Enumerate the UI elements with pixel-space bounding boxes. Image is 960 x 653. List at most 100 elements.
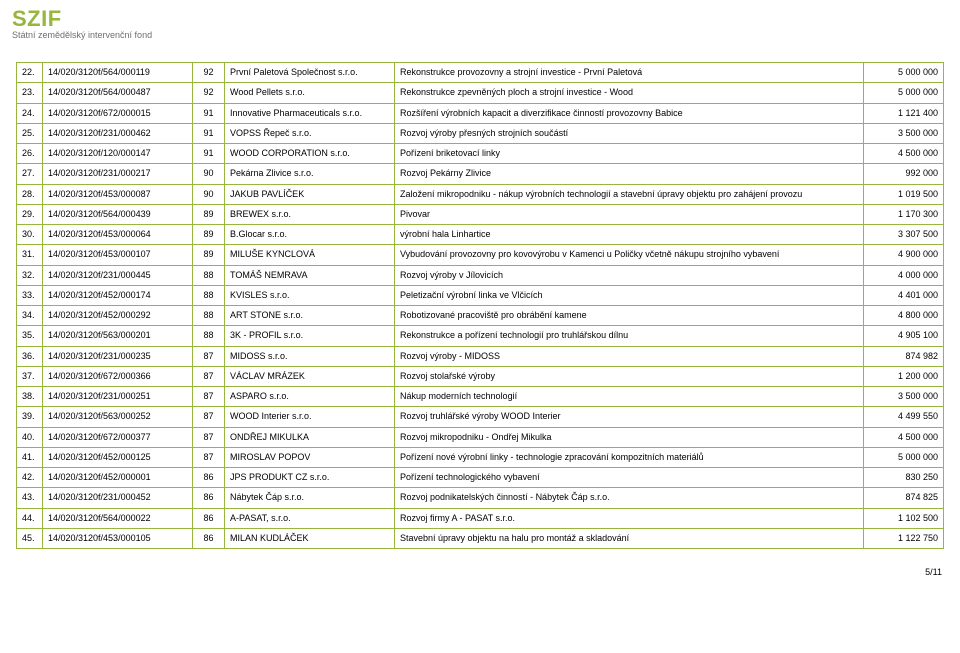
project-id: 14/020/3120f/453/000064 (43, 225, 193, 245)
project-description: Založení mikropodniku - nákup výrobních … (395, 184, 864, 204)
applicant-name: JAKUB PAVLÍČEK (225, 184, 395, 204)
project-id: 14/020/3120f/452/000001 (43, 468, 193, 488)
applicant-name: MILUŠE KYNCLOVÁ (225, 245, 395, 265)
applicant-name: ASPARO s.r.o. (225, 387, 395, 407)
project-id: 14/020/3120f/453/000087 (43, 184, 193, 204)
row-number: 44. (17, 508, 43, 528)
applicant-name: B.Glocar s.r.o. (225, 225, 395, 245)
applicant-name: ART STONE s.r.o. (225, 306, 395, 326)
score: 90 (193, 164, 225, 184)
score: 87 (193, 407, 225, 427)
project-id: 14/020/3120f/452/000125 (43, 447, 193, 467)
row-number: 38. (17, 387, 43, 407)
table-row: 22.14/020/3120f/564/00011992První Paleto… (17, 63, 944, 83)
project-id: 14/020/3120f/672/000015 (43, 103, 193, 123)
table-row: 27.14/020/3120f/231/00021790Pekárna Zliv… (17, 164, 944, 184)
project-description: Robotizované pracoviště pro obrábění kam… (395, 306, 864, 326)
score: 91 (193, 144, 225, 164)
score: 88 (193, 306, 225, 326)
amount: 3 500 000 (864, 123, 944, 143)
content: 22.14/020/3120f/564/00011992První Paleto… (0, 42, 960, 557)
amount: 3 307 500 (864, 225, 944, 245)
score: 92 (193, 63, 225, 83)
score: 88 (193, 326, 225, 346)
project-description: Pořízení briketovací linky (395, 144, 864, 164)
logo-subtitle: Státní zemědělský intervenční fond (12, 30, 948, 40)
table-row: 42.14/020/3120f/452/00000186JPS PRODUKT … (17, 468, 944, 488)
page-footer: 5/11 (0, 557, 960, 583)
applicant-name: WOOD CORPORATION s.r.o. (225, 144, 395, 164)
table-row: 37.14/020/3120f/672/00036687VÁCLAV MRÁZE… (17, 366, 944, 386)
project-description: Rekonstrukce a pořízení technologií pro … (395, 326, 864, 346)
applicant-name: JPS PRODUKT CZ s.r.o. (225, 468, 395, 488)
row-number: 25. (17, 123, 43, 143)
amount: 4 500 000 (864, 144, 944, 164)
row-number: 32. (17, 265, 43, 285)
score: 91 (193, 123, 225, 143)
table-row: 38.14/020/3120f/231/00025187ASPARO s.r.o… (17, 387, 944, 407)
score: 87 (193, 366, 225, 386)
project-description: Nákup moderních technologií (395, 387, 864, 407)
applicant-name: TOMÁŠ NEMRAVA (225, 265, 395, 285)
applicant-name: Innovative Pharmaceuticals s.r.o. (225, 103, 395, 123)
project-description: Rekonstrukce zpevněných ploch a strojní … (395, 83, 864, 103)
amount: 4 000 000 (864, 265, 944, 285)
row-number: 42. (17, 468, 43, 488)
project-description: Peletizační výrobní linka ve Vlčicích (395, 285, 864, 305)
applicant-name: WOOD Interier s.r.o. (225, 407, 395, 427)
table-row: 24.14/020/3120f/672/00001591Innovative P… (17, 103, 944, 123)
project-description: Rozvoj truhlářské výroby WOOD Interier (395, 407, 864, 427)
project-id: 14/020/3120f/453/000105 (43, 528, 193, 548)
logo-text: SZIF (12, 6, 948, 32)
applicant-name: MILAN KUDLÁČEK (225, 528, 395, 548)
table-row: 39.14/020/3120f/563/00025287WOOD Interie… (17, 407, 944, 427)
project-description: Pivovar (395, 204, 864, 224)
row-number: 33. (17, 285, 43, 305)
amount: 1 200 000 (864, 366, 944, 386)
table-row: 33.14/020/3120f/452/00017488KVISLES s.r.… (17, 285, 944, 305)
project-description: Pořízení technologického vybavení (395, 468, 864, 488)
table-row: 30.14/020/3120f/453/00006489B.Glocar s.r… (17, 225, 944, 245)
table-row: 29.14/020/3120f/564/00043989BREWEX s.r.o… (17, 204, 944, 224)
applicant-name: Pekárna Zlivice s.r.o. (225, 164, 395, 184)
applicant-name: VÁCLAV MRÁZEK (225, 366, 395, 386)
project-id: 14/020/3120f/563/000252 (43, 407, 193, 427)
row-number: 23. (17, 83, 43, 103)
applicant-name: A-PASAT, s.r.o. (225, 508, 395, 528)
amount: 1 122 750 (864, 528, 944, 548)
row-number: 35. (17, 326, 43, 346)
amount: 5 000 000 (864, 63, 944, 83)
amount: 874 825 (864, 488, 944, 508)
applicant-name: VOPSS Řepeč s.r.o. (225, 123, 395, 143)
project-description: Rozvoj Pekárny Zlivice (395, 164, 864, 184)
table-row: 36.14/020/3120f/231/00023587MIDOSS s.r.o… (17, 346, 944, 366)
applicant-name: ONDŘEJ MIKULKA (225, 427, 395, 447)
project-id: 14/020/3120f/453/000107 (43, 245, 193, 265)
amount: 830 250 (864, 468, 944, 488)
project-id: 14/020/3120f/231/000235 (43, 346, 193, 366)
table-row: 45.14/020/3120f/453/00010586MILAN KUDLÁČ… (17, 528, 944, 548)
row-number: 39. (17, 407, 43, 427)
score: 87 (193, 427, 225, 447)
amount: 874 982 (864, 346, 944, 366)
project-description: výrobní hala Linhartice (395, 225, 864, 245)
project-id: 14/020/3120f/231/000445 (43, 265, 193, 285)
amount: 1 019 500 (864, 184, 944, 204)
project-description: Rekonstrukce provozovny a strojní invest… (395, 63, 864, 83)
table-row: 35.14/020/3120f/563/000201883K - PROFIL … (17, 326, 944, 346)
project-id: 14/020/3120f/672/000377 (43, 427, 193, 447)
table-row: 40.14/020/3120f/672/00037787ONDŘEJ MIKUL… (17, 427, 944, 447)
score: 87 (193, 346, 225, 366)
applicant-name: KVISLES s.r.o. (225, 285, 395, 305)
project-description: Rozvoj mikropodniku - Ondřej Mikulka (395, 427, 864, 447)
row-number: 37. (17, 366, 43, 386)
project-description: Rozvoj výroby - MIDOSS (395, 346, 864, 366)
score: 86 (193, 528, 225, 548)
score: 88 (193, 285, 225, 305)
score: 86 (193, 468, 225, 488)
project-id: 14/020/3120f/564/000022 (43, 508, 193, 528)
score: 86 (193, 508, 225, 528)
score: 89 (193, 245, 225, 265)
row-number: 34. (17, 306, 43, 326)
project-id: 14/020/3120f/564/000487 (43, 83, 193, 103)
